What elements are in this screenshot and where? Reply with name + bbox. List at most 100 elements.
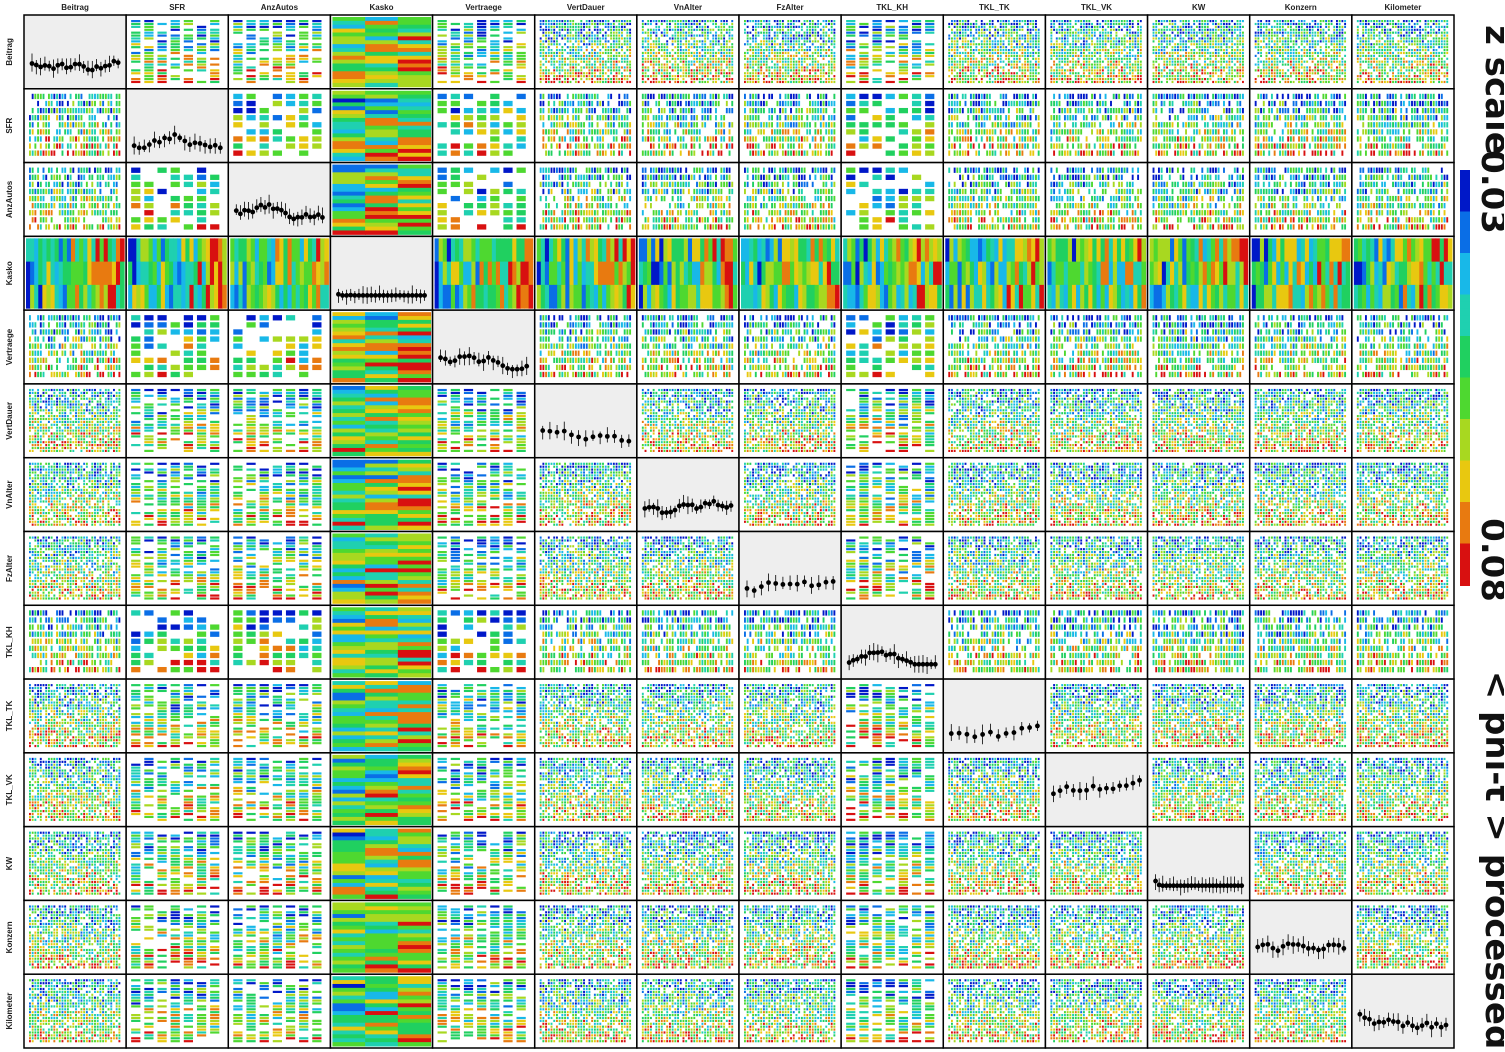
point <box>556 26 558 28</box>
point <box>693 81 695 83</box>
point <box>210 78 219 80</box>
point <box>575 49 577 51</box>
point <box>599 29 601 31</box>
point <box>131 81 140 83</box>
point <box>586 63 588 65</box>
diag-point <box>51 66 56 71</box>
point <box>594 34 596 36</box>
point <box>605 43 607 45</box>
point <box>771 43 773 45</box>
point <box>540 49 542 51</box>
point <box>774 72 776 74</box>
point <box>766 69 768 71</box>
point <box>747 61 749 63</box>
point <box>650 23 652 25</box>
point <box>688 34 690 36</box>
point <box>540 20 542 22</box>
point <box>760 69 762 71</box>
point <box>647 43 649 45</box>
point <box>464 63 473 65</box>
point <box>616 46 618 48</box>
point <box>704 58 706 60</box>
band-cell <box>365 52 398 56</box>
point <box>618 52 620 54</box>
point <box>299 75 308 77</box>
point <box>688 32 690 34</box>
point <box>726 58 728 60</box>
point <box>683 78 685 80</box>
point <box>683 75 685 77</box>
point <box>561 37 563 39</box>
point <box>661 63 663 65</box>
point <box>503 75 512 77</box>
point <box>624 52 626 54</box>
point <box>718 72 720 74</box>
point <box>653 20 655 22</box>
point <box>451 29 460 31</box>
point <box>771 46 773 48</box>
point <box>131 46 140 48</box>
point <box>144 55 153 57</box>
point <box>710 66 712 68</box>
point <box>747 32 749 34</box>
point <box>723 55 725 57</box>
point <box>701 26 703 28</box>
point <box>503 37 512 39</box>
point <box>545 61 547 63</box>
point <box>197 37 206 39</box>
point <box>655 43 657 45</box>
point <box>707 29 709 31</box>
point <box>683 63 685 65</box>
point <box>575 75 577 77</box>
point <box>260 49 269 51</box>
point <box>752 26 754 28</box>
point <box>605 26 607 28</box>
point <box>131 72 140 74</box>
point <box>477 52 486 54</box>
point <box>655 23 657 25</box>
point <box>597 26 599 28</box>
point <box>246 34 255 36</box>
point <box>626 29 628 31</box>
point <box>548 34 550 36</box>
point <box>490 23 499 25</box>
point <box>645 69 647 71</box>
point <box>653 72 655 74</box>
point <box>655 46 657 48</box>
point <box>647 37 649 39</box>
point <box>564 72 566 74</box>
point <box>578 43 580 45</box>
point <box>771 81 773 83</box>
point <box>477 49 486 51</box>
point <box>613 78 615 80</box>
point <box>763 37 765 39</box>
point <box>642 72 644 74</box>
point <box>542 46 544 48</box>
point <box>561 20 563 22</box>
point <box>621 26 623 28</box>
point <box>760 26 762 28</box>
point <box>561 63 563 65</box>
point <box>712 29 714 31</box>
point <box>726 61 728 63</box>
point <box>451 61 460 63</box>
point <box>559 66 561 68</box>
point <box>464 37 473 39</box>
point <box>572 29 574 31</box>
point <box>553 63 555 65</box>
point <box>610 26 612 28</box>
point <box>286 43 295 45</box>
point <box>564 78 566 80</box>
point <box>578 34 580 36</box>
point <box>629 40 631 42</box>
point <box>572 78 574 80</box>
point <box>729 63 731 65</box>
point <box>758 69 760 71</box>
point <box>774 49 776 51</box>
point <box>184 23 193 25</box>
point <box>664 69 666 71</box>
point <box>680 75 682 77</box>
point <box>680 43 682 45</box>
point <box>685 61 687 63</box>
diag-point <box>107 63 112 68</box>
